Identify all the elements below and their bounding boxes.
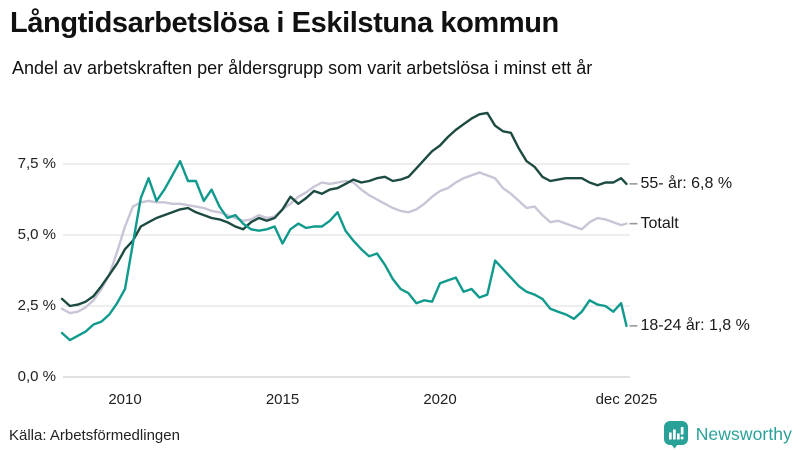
page-title: Långtidsarbetslösa i Eskilstuna kommun [10,7,559,39]
page-subtitle: Andel av arbetskraften per åldersgrupp s… [12,58,593,78]
x-axis-label: 2010 [108,391,142,408]
source-text: Källa: Arbetsförmedlingen [9,427,180,444]
x-axis-label: 2015 [265,391,300,408]
series-end-label-18-24-r: 18-24 år: 1,8 % [640,316,750,334]
series-line-totalt [60,171,628,315]
y-axis-label: 5,0 % [17,226,56,243]
y-axis-label: 7,5 % [17,155,56,172]
series-end-label-totalt: Totalt [640,214,679,232]
newsworthy-brand: Newsworthy [663,420,792,449]
newsworthy-logo-icon [663,421,688,449]
x-axis-label: 2020 [423,391,457,408]
series-lines [60,111,628,342]
gridlines [63,163,630,378]
series-line-18-24-r [60,159,628,342]
series-end-label-55-r: 55- år: 6,8 % [640,174,733,192]
x-axis-label: dec 2025 [595,391,658,408]
y-axis-label: 0,0 % [17,368,56,385]
series-line-55-r [60,111,628,308]
y-axis-label: 2,5 % [17,297,56,314]
brand-name: Newsworthy [695,424,792,444]
series-end-ticks [629,183,638,327]
